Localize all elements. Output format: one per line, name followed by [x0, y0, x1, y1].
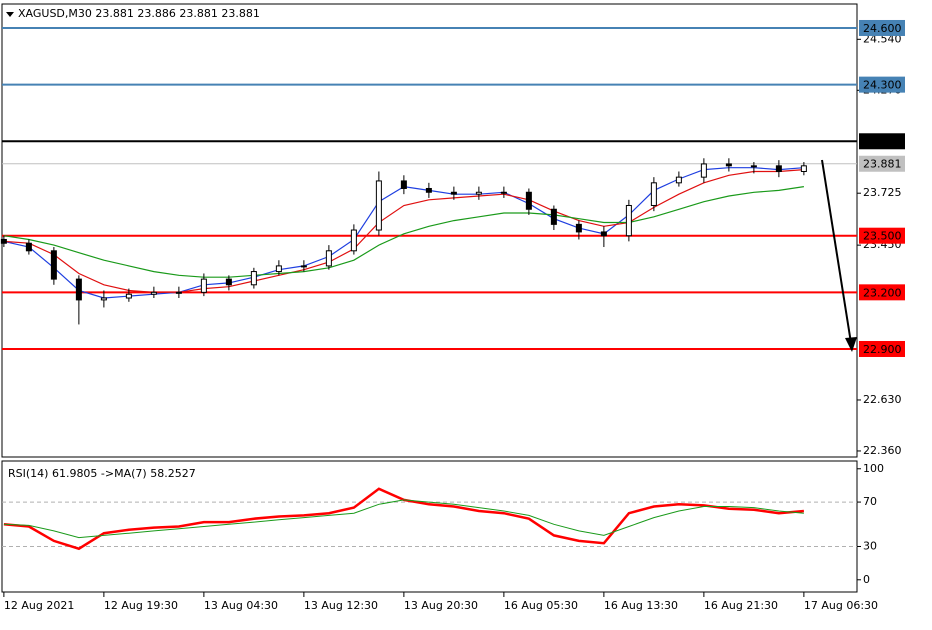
candle-body [150, 291, 157, 295]
level-label-box [859, 227, 905, 244]
candle-body [250, 271, 257, 286]
candle-body [775, 165, 782, 172]
candle-body [700, 163, 707, 178]
candle-body [75, 278, 82, 301]
forecast-arrow [821, 159, 852, 344]
candle-body [200, 278, 207, 293]
candle-body [400, 180, 407, 189]
x-tick-label: 12 Aug 19:30 [104, 599, 178, 612]
candle-body [175, 291, 182, 294]
y-tick-label: 30 [863, 539, 877, 552]
level-label-box [859, 284, 905, 301]
x-tick-label: 12 Aug 2021 [4, 599, 74, 612]
level-label-box [859, 155, 905, 172]
candle-body [575, 223, 582, 233]
candle-body [525, 191, 532, 210]
level-label-box [859, 340, 905, 357]
y-tick-label: 23.725 [863, 186, 902, 199]
level-label: 22.900 [863, 343, 902, 356]
candle-body [50, 250, 57, 280]
candle-body [600, 231, 607, 237]
x-tick-label: 17 Aug 06:30 [804, 599, 878, 612]
candle-body [675, 176, 682, 184]
candle-body [350, 229, 357, 252]
candle-body [450, 191, 457, 195]
candle-body [725, 163, 732, 167]
price-panel [1, 3, 858, 458]
x-tick-label: 13 Aug 20:30 [404, 599, 478, 612]
y-tick-label: 100 [863, 462, 884, 475]
level-label: 23.200 [863, 286, 902, 299]
series-line [3, 186, 804, 278]
level-label: 24.000 [863, 135, 902, 148]
level-label-box [859, 133, 905, 150]
candle-body [225, 278, 232, 286]
y-tick-label: 22.360 [863, 444, 902, 457]
x-tick-label: 16 Aug 13:30 [604, 599, 678, 612]
x-tick-label: 13 Aug 12:30 [304, 599, 378, 612]
x-tick-label: 16 Aug 05:30 [504, 599, 578, 612]
chart-title: XAGUSD,M30 23.881 23.886 23.881 23.881 [18, 7, 260, 20]
rsi-title: RSI(14) 61.9805 ->MA(7) 58.2527 [8, 467, 196, 480]
x-tick-label: 13 Aug 04:30 [204, 599, 278, 612]
y-tick-label: 70 [863, 495, 877, 508]
candle-body [375, 180, 382, 231]
arrow-head [845, 337, 857, 352]
candle-body [500, 191, 507, 194]
rsi-panel [1, 460, 858, 593]
menu-arrow [6, 12, 14, 17]
plot-area: 12 Aug 2021 12 Aug 19:30 13 Aug 04:30 13 Au… [0, 19, 905, 612]
candle-body [325, 250, 332, 267]
candle-body [100, 297, 107, 301]
candle-body [300, 265, 307, 268]
series-line [3, 499, 804, 539]
candle-body [275, 265, 282, 273]
series-line [3, 169, 804, 293]
level-label-box [859, 19, 905, 36]
candle-body [425, 187, 432, 193]
y-tick-label: 22.630 [863, 393, 902, 406]
candle-body [25, 242, 32, 252]
candle-body [650, 182, 657, 206]
level-label: 23.500 [863, 230, 902, 243]
x-tick-label: 16 Aug 21:30 [704, 599, 778, 612]
level-label: 24.600 [863, 22, 902, 35]
candle-body [625, 204, 632, 237]
candle-body [125, 293, 132, 299]
candle-body [475, 191, 482, 195]
candle-body [750, 165, 757, 168]
level-label: 24.300 [863, 79, 902, 92]
level-label: 23.881 [863, 158, 902, 171]
candle-body [800, 165, 807, 172]
y-tick-label: 0 [863, 573, 870, 586]
level-label-box [859, 76, 905, 93]
candle-body [0, 238, 7, 244]
candle-body [550, 208, 557, 225]
